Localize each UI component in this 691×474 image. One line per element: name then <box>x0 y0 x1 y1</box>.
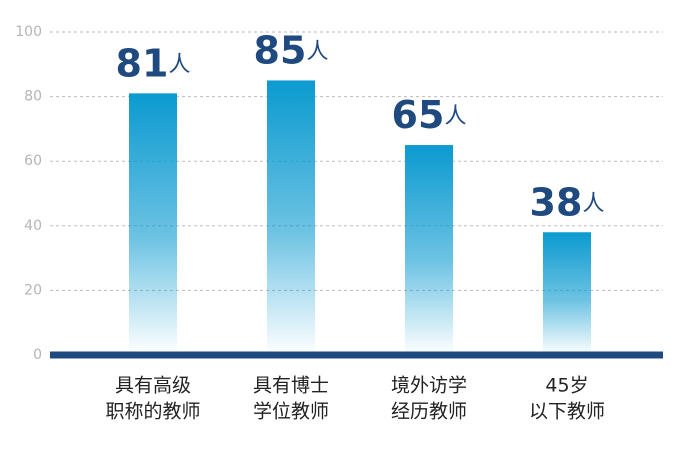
y-tick-label: 60 <box>24 153 42 169</box>
value-label: 85人 <box>254 28 329 72</box>
value-number: 85 <box>254 28 307 72</box>
bar <box>129 93 177 356</box>
y-tick-label: 100 <box>15 24 42 40</box>
x-tick-label: 45岁 <box>545 375 588 397</box>
value-unit: 人 <box>582 191 604 216</box>
value-label: 65人 <box>392 93 467 137</box>
value-unit: 人 <box>444 104 466 129</box>
value-unit: 人 <box>306 39 328 64</box>
y-tick-label: 0 <box>33 347 42 363</box>
x-tick-label: 具有高级 <box>115 375 191 397</box>
value-unit: 人 <box>168 52 190 77</box>
x-tick-label: 职称的教师 <box>105 401 200 423</box>
bar <box>267 80 315 355</box>
y-tick-label: 20 <box>24 282 42 298</box>
bar <box>405 145 453 355</box>
value-label: 81人 <box>116 41 191 85</box>
y-tick-label: 80 <box>24 89 42 105</box>
x-tick-label: 学位教师 <box>253 401 329 423</box>
value-number: 65 <box>392 93 445 137</box>
x-tick-label: 具有博士 <box>253 375 329 397</box>
x-tick-label: 境外访学 <box>391 375 467 397</box>
x-tick-label: 经历教师 <box>391 401 467 423</box>
value-number: 38 <box>530 180 583 224</box>
value-number: 81 <box>116 41 169 85</box>
bar <box>543 232 591 355</box>
value-label: 38人 <box>530 180 605 224</box>
y-tick-label: 40 <box>24 218 42 234</box>
x-tick-label: 以下教师 <box>529 401 605 423</box>
